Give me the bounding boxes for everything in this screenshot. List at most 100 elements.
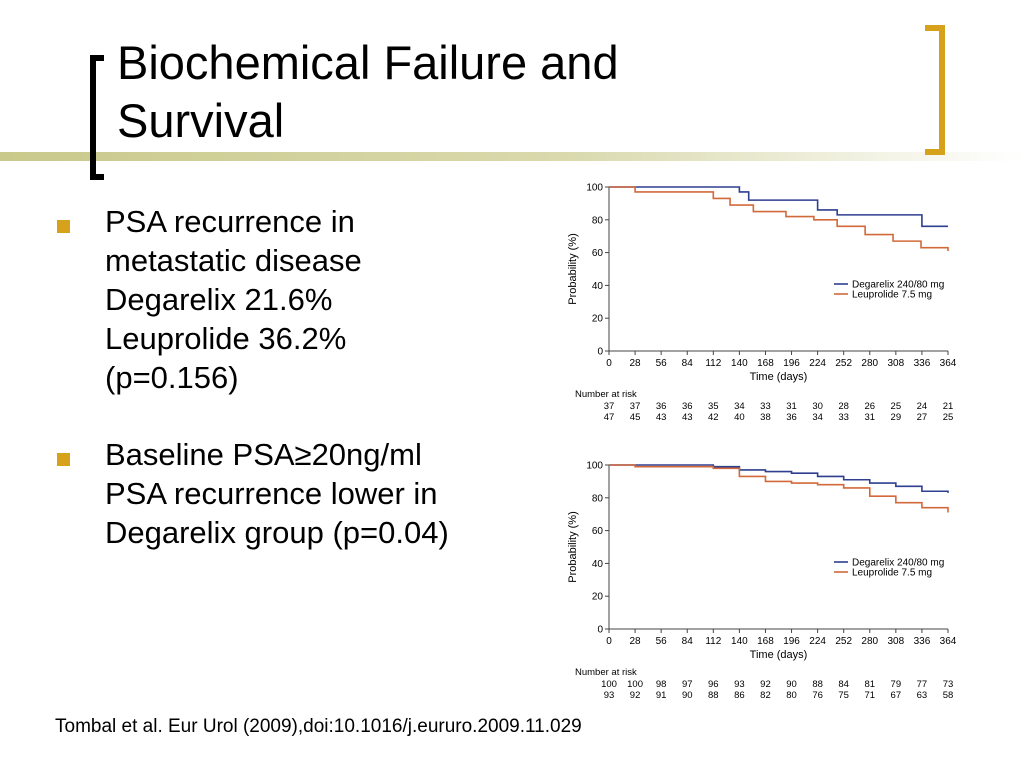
risk-table-value: 36 [786, 412, 797, 423]
bullet-line: Degarelix group (p=0.04) [105, 515, 449, 550]
y-tick-label: 80 [592, 215, 604, 226]
risk-table-value: 42 [708, 412, 719, 423]
x-tick-label: 308 [888, 636, 905, 647]
series-line-0 [609, 464, 949, 493]
risk-table-value: 27 [917, 412, 928, 423]
legend-label: Degarelix 240/80 mg [852, 280, 944, 291]
x-tick-label: 364 [940, 636, 957, 647]
slide-title-line-1: Biochemical Failure and [117, 36, 619, 89]
risk-table-value: 91 [656, 690, 667, 701]
risk-table-value: 86 [734, 690, 745, 701]
risk-table-value: 58 [943, 690, 954, 701]
y-axis-label: Probability (%) [567, 233, 579, 305]
bullet-baseline-psa: Baseline PSA≥20ng/ml PSA recurrence lowe… [57, 435, 449, 552]
risk-table-value: 31 [864, 412, 875, 423]
slide-title: Biochemical Failure and Survival [117, 34, 797, 150]
title-right-bracket [925, 25, 945, 155]
risk-table-value: 31 [786, 401, 797, 412]
series-line-1 [609, 186, 949, 251]
bullet-line: Baseline PSA≥20ng/ml [105, 437, 422, 472]
bullet-list: PSA recurrence in metastatic disease Deg… [57, 202, 449, 552]
risk-table-value: 63 [917, 690, 928, 701]
risk-table-value: 37 [604, 401, 615, 412]
risk-table-value: 36 [656, 401, 667, 412]
y-tick-label: 20 [592, 592, 604, 603]
x-tick-label: 252 [835, 358, 852, 369]
y-axis-label: Probability (%) [567, 511, 579, 583]
x-tick-label: 112 [705, 636, 721, 647]
x-tick-label: 140 [731, 636, 748, 647]
x-tick-label: 224 [809, 636, 826, 647]
risk-table-value: 81 [864, 679, 875, 690]
legend-label: Leuprolide 7.5 mg [852, 290, 932, 301]
bullet-line: Degarelix 21.6% [105, 282, 333, 317]
series-line-1 [609, 464, 949, 513]
x-tick-label: 224 [809, 358, 826, 369]
series-line-0 [609, 186, 948, 228]
risk-table-value: 100 [601, 679, 617, 690]
x-tick-label: 308 [888, 358, 905, 369]
legend-label: Degarelix 240/80 mg [852, 558, 944, 569]
risk-table-value: 30 [812, 401, 823, 412]
risk-table-value: 73 [943, 679, 954, 690]
risk-table-value: 25 [891, 401, 902, 412]
km-chart-svg: 0 20 40 60 80 100 0 28 56 84 112 140 168 196 224 252 280… [567, 461, 957, 702]
risk-table-value: 24 [917, 401, 928, 412]
risk-table-value: 26 [864, 401, 875, 412]
x-tick-label: 28 [630, 358, 642, 369]
citation: Tombal et al. Eur Urol (2009),doi:10.101… [55, 716, 582, 737]
x-tick-label: 364 [940, 358, 957, 369]
bullet-line: PSA recurrence in [105, 204, 355, 239]
risk-table-value: 84 [838, 679, 849, 690]
risk-table-value: 37 [630, 401, 641, 412]
risk-table-value: 96 [708, 679, 719, 690]
title-left-bracket [90, 55, 104, 180]
risk-table-value: 90 [786, 679, 797, 690]
risk-table-value: 88 [812, 679, 823, 690]
risk-table-value: 21 [943, 401, 954, 412]
risk-table-value: 80 [786, 690, 797, 701]
risk-table-value: 67 [891, 690, 902, 701]
y-tick-label: 40 [592, 281, 604, 292]
x-tick-label: 168 [757, 358, 774, 369]
risk-table-value: 97 [682, 679, 693, 690]
x-tick-label: 0 [606, 358, 612, 369]
risk-table-value: 40 [734, 412, 745, 423]
risk-table-value: 34 [734, 401, 745, 412]
risk-table-value: 43 [656, 412, 667, 423]
risk-table-value: 93 [734, 679, 745, 690]
x-tick-label: 196 [783, 636, 800, 647]
y-tick-label: 100 [586, 461, 603, 472]
risk-table-value: 93 [604, 690, 615, 701]
x-tick-label: 56 [656, 358, 668, 369]
risk-table-value: 29 [891, 412, 902, 423]
bullet-line: metastatic disease [105, 243, 362, 278]
risk-table-title: Number at risk [575, 389, 637, 400]
y-tick-label: 80 [592, 493, 604, 504]
y-tick-label: 0 [597, 625, 603, 636]
x-tick-label: 252 [835, 636, 852, 647]
risk-table-value: 77 [917, 679, 928, 690]
bullet-line: (p=0.156) [105, 360, 239, 395]
bullet-line: Leuprolide 36.2% [105, 321, 347, 356]
risk-table-value: 38 [760, 412, 771, 423]
y-tick-label: 40 [592, 559, 604, 570]
title-underline-bar [0, 152, 1024, 161]
risk-table-value: 100 [627, 679, 643, 690]
risk-table-value: 35 [708, 401, 719, 412]
km-chart-baseline-psa: 0 20 40 60 80 100 0 28 56 84 112 140 168 196 224 252 280… [562, 450, 962, 710]
slide-title-line-2: Survival [117, 94, 285, 147]
risk-table-value: 45 [630, 412, 641, 423]
risk-table-value: 82 [760, 690, 771, 701]
x-tick-label: 0 [606, 636, 612, 647]
x-tick-label: 84 [682, 358, 694, 369]
risk-table-value: 71 [864, 690, 875, 701]
x-axis-label: Time (days) [750, 649, 808, 661]
bullet-square-icon [57, 220, 70, 233]
risk-table-value: 98 [656, 679, 667, 690]
risk-table-value: 33 [760, 401, 771, 412]
risk-table-value: 75 [838, 690, 849, 701]
x-tick-label: 56 [656, 636, 668, 647]
risk-table-value: 76 [812, 690, 823, 701]
x-tick-label: 280 [861, 358, 878, 369]
